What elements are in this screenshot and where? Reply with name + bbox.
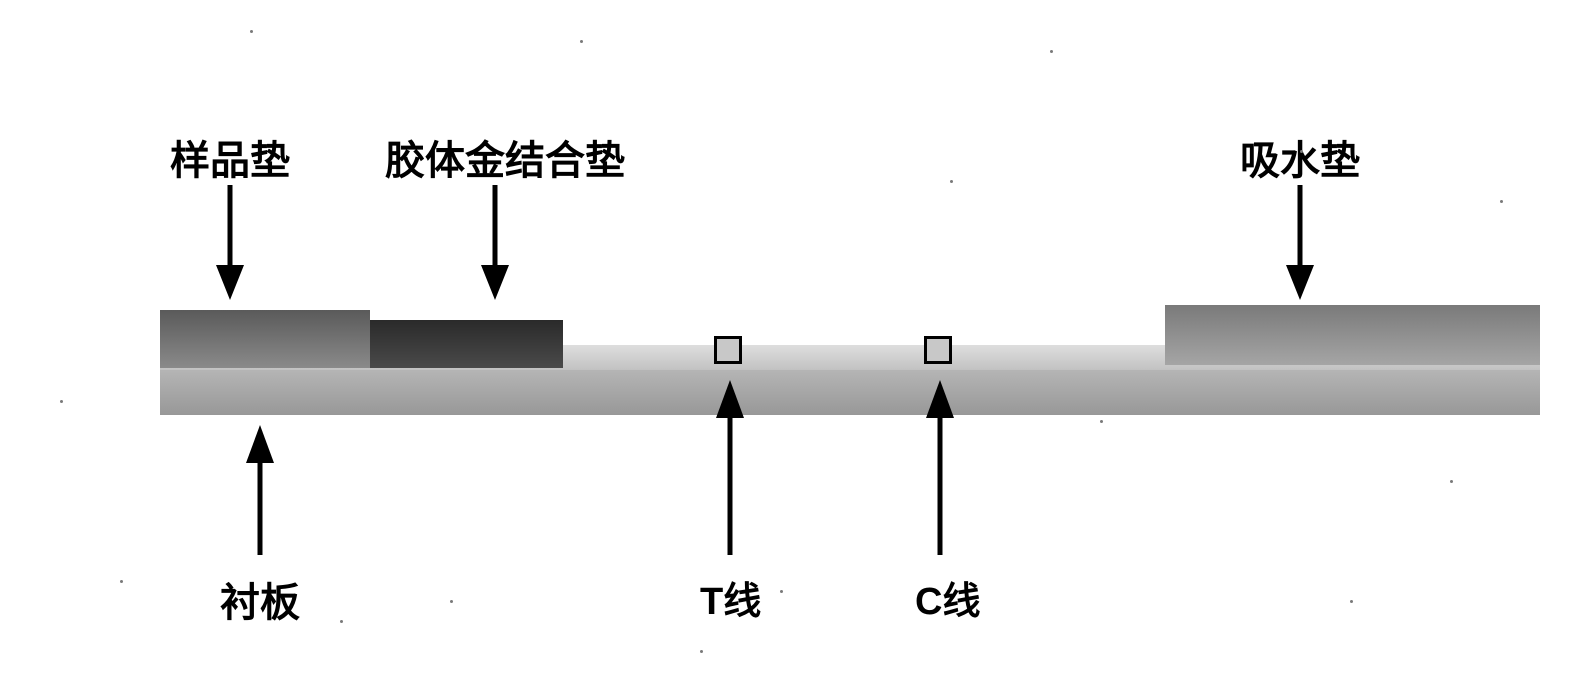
arrow-absorbent-pad: [1280, 185, 1320, 300]
strip-conjugate-pad: [358, 320, 563, 368]
arrow-backing: [240, 425, 280, 555]
c-line-marker: [924, 336, 952, 364]
label-backing: 衬板: [220, 570, 300, 628]
arrow-sample-pad: [210, 185, 250, 300]
arrow-t-line: [710, 380, 750, 555]
label-t-line: T线: [700, 570, 761, 625]
label-sample-pad: 样品垫: [170, 128, 290, 186]
label-conjugate-pad: 胶体金结合垫: [385, 128, 625, 186]
arrow-conjugate-pad: [475, 185, 515, 300]
t-line-marker: [714, 336, 742, 364]
label-c-line: C线: [915, 570, 980, 625]
label-absorbent-pad: 吸水垫: [1240, 128, 1360, 186]
strip-backing: [160, 365, 1540, 415]
strip-absorbent-pad: [1165, 305, 1540, 365]
strip-sample-pad: [160, 310, 370, 368]
diagram-container: 样品垫 胶体金结合垫 吸水垫 衬板 T线 C: [80, 60, 1500, 640]
arrow-c-line: [920, 380, 960, 555]
